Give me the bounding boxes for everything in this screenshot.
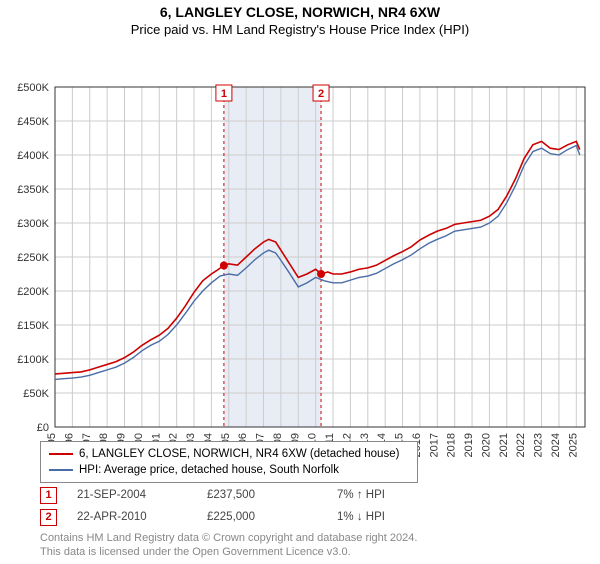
event-price: £237,500 — [207, 489, 317, 501]
event-delta: 7% ↑ HPI — [337, 489, 385, 501]
footer-line1: Contains HM Land Registry data © Crown c… — [40, 532, 417, 546]
svg-text:£300K: £300K — [17, 218, 49, 230]
svg-text:2022: 2022 — [515, 433, 527, 457]
event-marker: 1 — [40, 487, 57, 504]
svg-text:2020: 2020 — [480, 433, 492, 457]
line-chart: £0 £50K £100K £150K £200K £250K £300K £350K £400… — [0, 37, 600, 469]
event-marker: 2 — [40, 509, 57, 526]
svg-text:2019: 2019 — [463, 433, 475, 457]
legend-swatch — [49, 453, 73, 455]
event-delta: 1% ↓ HPI — [337, 511, 385, 523]
svg-text:2018: 2018 — [446, 433, 458, 457]
svg-text:£450K: £450K — [17, 116, 49, 128]
event-price: £225,000 — [207, 511, 317, 523]
legend-item: 6, LANGLEY CLOSE, NORWICH, NR4 6XW (deta… — [49, 446, 409, 462]
svg-text:2024: 2024 — [550, 433, 562, 457]
chart-subtitle: Price paid vs. HM Land Registry's House … — [0, 22, 600, 37]
legend: 6, LANGLEY CLOSE, NORWICH, NR4 6XW (deta… — [40, 441, 418, 483]
svg-text:£500K: £500K — [17, 82, 49, 94]
svg-text:£0: £0 — [37, 422, 49, 434]
svg-text:2021: 2021 — [498, 433, 510, 457]
legend-label: 6, LANGLEY CLOSE, NORWICH, NR4 6XW (deta… — [79, 448, 399, 460]
svg-text:2: 2 — [318, 88, 324, 100]
svg-text:£150K: £150K — [17, 320, 49, 332]
event-row: 2 22-APR-2010 £225,000 1% ↓ HPI — [40, 506, 385, 528]
chart-container: 6, LANGLEY CLOSE, NORWICH, NR4 6XW Price… — [0, 4, 600, 564]
footer-line2: This data is licensed under the Open Gov… — [40, 546, 417, 560]
svg-text:2017: 2017 — [428, 433, 440, 457]
svg-text:£50K: £50K — [23, 388, 49, 400]
footer-text: Contains HM Land Registry data © Crown c… — [40, 532, 417, 560]
chart-title: 6, LANGLEY CLOSE, NORWICH, NR4 6XW — [0, 4, 600, 20]
svg-text:£200K: £200K — [17, 286, 49, 298]
svg-text:£250K: £250K — [17, 252, 49, 264]
svg-text:£350K: £350K — [17, 184, 49, 196]
svg-text:2023: 2023 — [533, 433, 545, 457]
event-row: 1 21-SEP-2004 £237,500 7% ↑ HPI — [40, 484, 385, 506]
event-date: 22-APR-2010 — [77, 511, 187, 523]
svg-text:1: 1 — [221, 88, 227, 100]
legend-swatch — [49, 469, 73, 471]
legend-item: HPI: Average price, detached house, Sout… — [49, 462, 409, 478]
svg-text:£400K: £400K — [17, 150, 49, 162]
event-date: 21-SEP-2004 — [77, 489, 187, 501]
svg-text:£100K: £100K — [17, 354, 49, 366]
legend-label: HPI: Average price, detached house, Sout… — [79, 464, 339, 476]
svg-text:2025: 2025 — [567, 433, 579, 457]
events-table: 1 21-SEP-2004 £237,500 7% ↑ HPI 2 22-APR-2010… — [40, 484, 385, 528]
